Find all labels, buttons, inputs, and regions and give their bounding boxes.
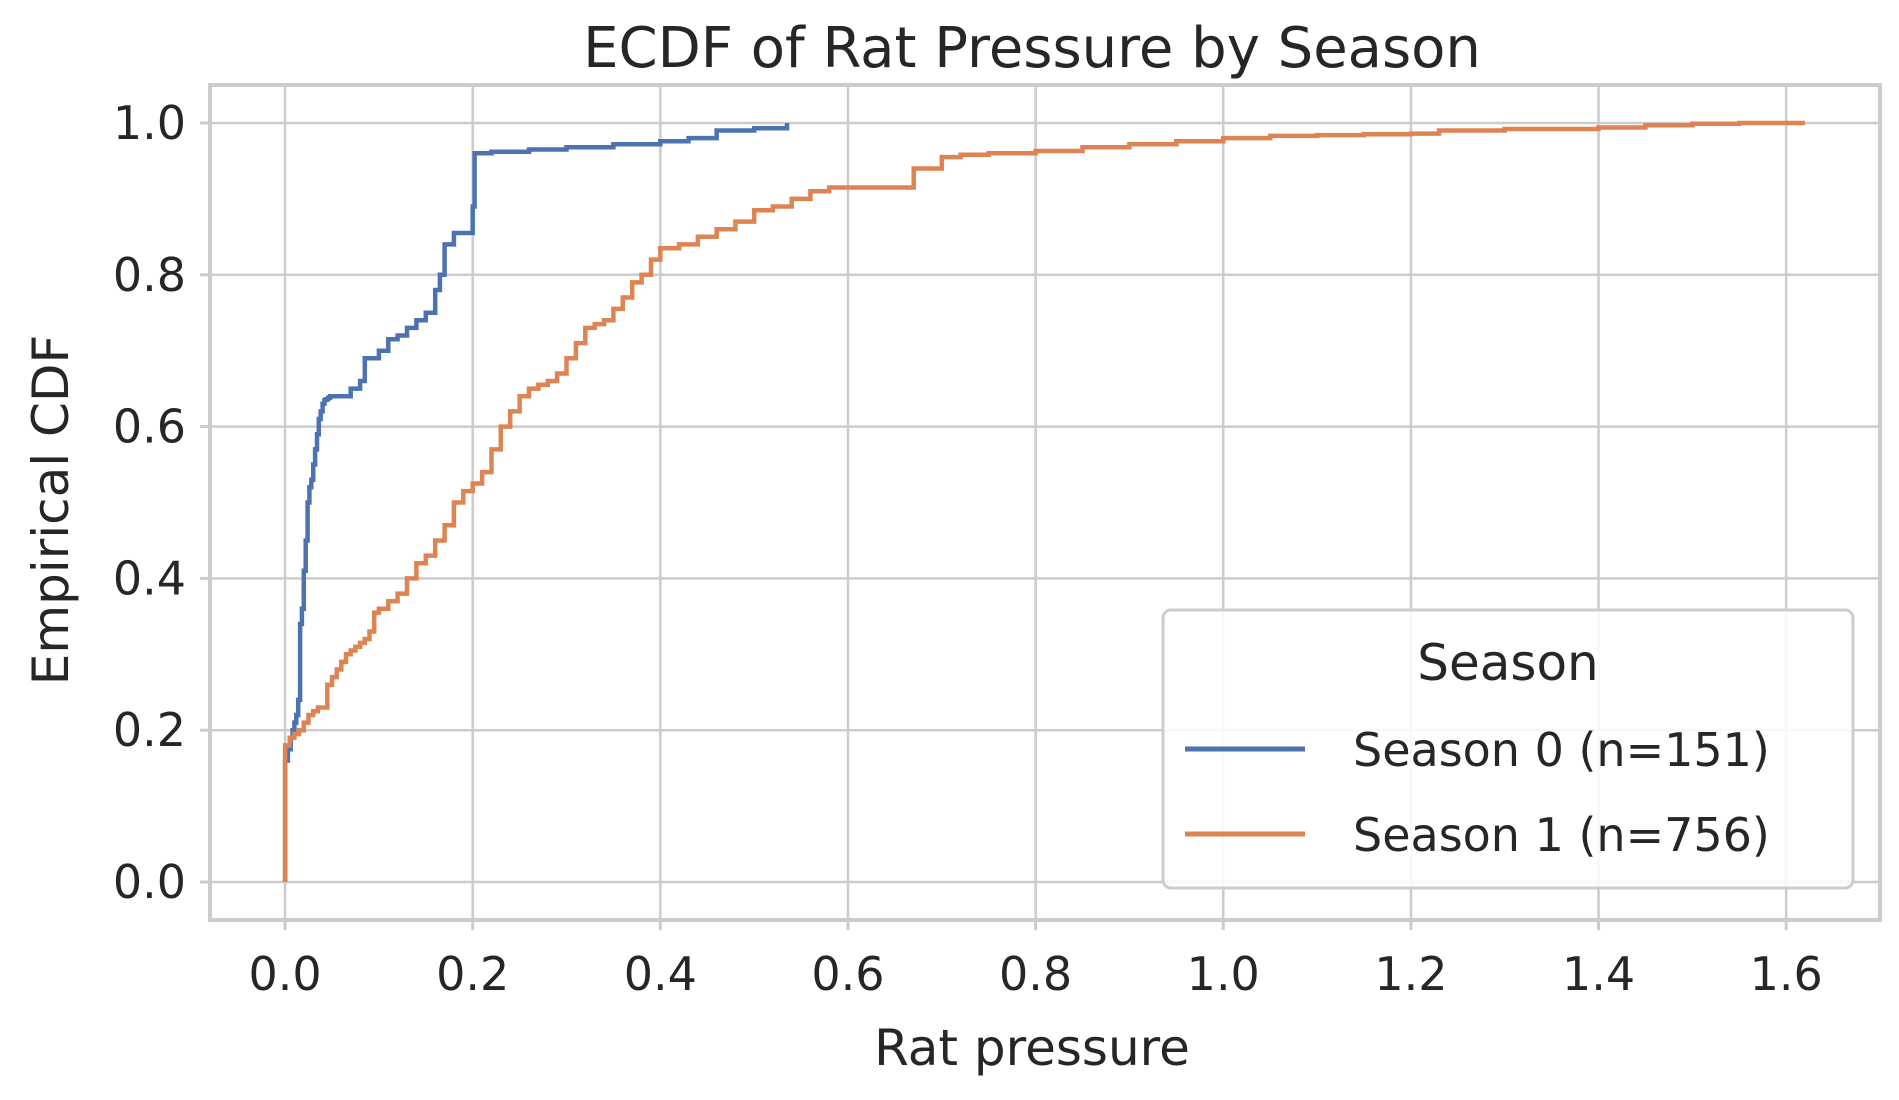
y-tick-label: 0.0 xyxy=(113,855,186,909)
y-tick-label: 1.0 xyxy=(113,96,186,150)
x-tick-label: 0.6 xyxy=(811,947,884,1001)
x-tick-label: 1.6 xyxy=(1750,947,1823,1001)
legend-box xyxy=(1161,608,1855,890)
x-tick-labels: 0.0 0.2 0.4 0.6 0.8 1.0 1.2 1.4 1.6 xyxy=(248,920,1823,1001)
y-tick-label: 0.4 xyxy=(113,551,186,605)
series-line-season-0 xyxy=(282,123,790,882)
legend-label-season-0: Season 0 (n=151) xyxy=(1353,723,1770,777)
x-tick-label: 0.8 xyxy=(999,947,1072,1001)
y-tick-label: 0.6 xyxy=(113,400,186,454)
y-tick-labels: 0.0 0.2 0.4 0.6 0.8 1.0 xyxy=(113,96,210,909)
legend: Season Season 0 (n=151) Season 1 (n=756) xyxy=(1161,608,1855,890)
y-tick-label: 0.2 xyxy=(113,703,186,757)
x-tick-label: 1.4 xyxy=(1562,947,1635,1001)
x-tick-label: 0.0 xyxy=(248,947,321,1001)
x-tick-label: 0.2 xyxy=(436,947,509,1001)
y-tick-label: 0.8 xyxy=(113,248,186,302)
x-tick-label: 1.2 xyxy=(1374,947,1447,1001)
chart-title: ECDF of Rat Pressure by Season xyxy=(583,16,1481,81)
x-tick-label: 0.4 xyxy=(624,947,697,1001)
y-axis-label: Empirical CDF xyxy=(22,335,80,685)
x-axis-label: Rat pressure xyxy=(874,1019,1190,1077)
x-tick-label: 1.0 xyxy=(1187,947,1260,1001)
legend-label-season-1: Season 1 (n=756) xyxy=(1353,808,1770,862)
series-line-season-1 xyxy=(282,120,1805,882)
axes-frame xyxy=(208,83,1882,922)
series-lines xyxy=(282,120,1805,882)
legend-title: Season xyxy=(1417,634,1598,692)
